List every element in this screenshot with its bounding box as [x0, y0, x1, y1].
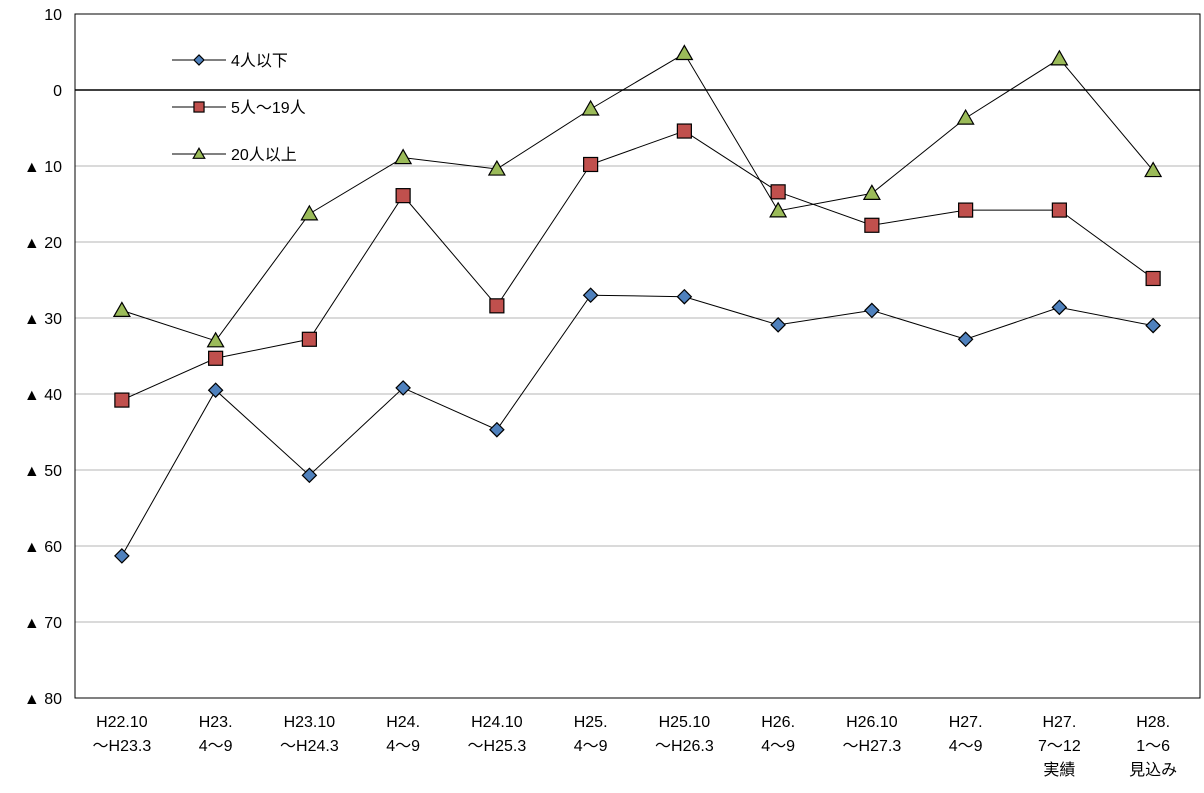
- y-axis-tick-labels: 10 0 ▲ 10 ▲ 20 ▲ 30 ▲ 40 ▲ 50 ▲ 60 ▲ 70 ▲ 80: [24, 7, 62, 708]
- data-point: [862, 184, 881, 200]
- x-tick-label: H26. 4～9: [761, 714, 795, 755]
- data-point: [395, 188, 411, 204]
- data-point: [770, 184, 786, 200]
- x-tick-label: H25.10 ～H26.3: [655, 714, 714, 755]
- y-tick-label: ▲ 20: [24, 235, 62, 252]
- data-point: [1051, 202, 1067, 218]
- series-3: [112, 44, 1163, 348]
- plot-area-frame: [74, 13, 1201, 699]
- series-group: [112, 44, 1163, 564]
- data-point: [1050, 49, 1069, 66]
- legend-entry: 20人以上: [172, 146, 297, 164]
- series-1: [114, 287, 1161, 564]
- legend-entry: 4人以下: [172, 52, 288, 70]
- legend-label: 5人～19人: [231, 99, 306, 117]
- legend-marker: [193, 101, 205, 113]
- grid-lines: [75, 89, 1200, 623]
- data-point: [1145, 270, 1161, 287]
- data-point: [676, 288, 693, 305]
- series-line: [121, 130, 1154, 401]
- legend-marker: [192, 147, 206, 159]
- data-point: [1051, 299, 1068, 316]
- y-tick-label: 10: [44, 7, 62, 24]
- data-point: [581, 99, 600, 116]
- data-point: [956, 108, 975, 125]
- data-point: [958, 202, 974, 218]
- data-point: [675, 44, 694, 61]
- x-tick-label: H24.10 ～H25.3: [468, 714, 527, 755]
- data-point: [676, 123, 692, 139]
- x-tick-label: H28. 1～6 見込み: [1129, 714, 1177, 779]
- x-tick-label: H24. 4～9: [386, 714, 420, 755]
- data-point: [582, 287, 599, 304]
- legend-label: 20人以上: [231, 146, 297, 164]
- x-tick-label: H27. 4～9: [949, 714, 983, 755]
- data-point: [583, 156, 599, 173]
- legend: 4人以下 5人～19人 20人以上: [172, 52, 306, 164]
- x-axis-tick-labels: H22.10 ～H23.3 H23. 4～9 H23.10 ～H24.3 H24. 4～9 H2…: [93, 714, 1178, 779]
- y-tick-label: ▲ 40: [24, 387, 62, 404]
- y-tick-label: 0: [53, 83, 62, 100]
- data-point: [864, 217, 880, 233]
- data-point: [1145, 317, 1161, 334]
- data-point: [489, 421, 505, 438]
- data-point: [207, 382, 224, 399]
- data-point: [770, 316, 786, 333]
- series-line: [121, 52, 1154, 342]
- y-tick-label: ▲ 70: [24, 615, 62, 632]
- data-point: [208, 350, 224, 366]
- y-tick-label: ▲ 80: [24, 691, 62, 708]
- y-tick-label: ▲ 30: [24, 311, 62, 328]
- data-point: [957, 331, 974, 348]
- data-point: [114, 548, 130, 564]
- data-point: [394, 148, 413, 165]
- data-point: [1144, 161, 1163, 178]
- y-tick-label: ▲ 10: [24, 159, 62, 176]
- data-point: [114, 392, 130, 408]
- data-point: [300, 204, 319, 221]
- x-tick-label: H26.10 ～H27.3: [843, 714, 902, 755]
- legend-entry: 5人～19人: [172, 99, 306, 117]
- series-2: [114, 123, 1161, 408]
- series-line: [121, 294, 1154, 557]
- x-tick-label: H23. 4～9: [199, 714, 233, 755]
- y-tick-label: ▲ 50: [24, 463, 62, 480]
- x-tick-label: H22.10 ～H23.3: [93, 714, 152, 755]
- y-tick-label: ▲ 60: [24, 539, 62, 556]
- data-point: [395, 380, 411, 396]
- data-point: [864, 302, 880, 319]
- data-point: [487, 159, 506, 176]
- data-point: [489, 298, 505, 314]
- legend-marker: [193, 54, 205, 66]
- x-tick-label: H23.10 ～H24.3: [280, 714, 339, 755]
- legend-label: 4人以下: [231, 52, 288, 70]
- data-point: [301, 467, 318, 484]
- data-point: [112, 301, 131, 317]
- x-tick-label: H27. 7～12 実績: [1038, 714, 1081, 779]
- data-point: [206, 331, 225, 348]
- x-tick-label: H25. 4～9: [574, 714, 608, 755]
- data-point: [301, 331, 317, 347]
- data-point: [769, 201, 788, 218]
